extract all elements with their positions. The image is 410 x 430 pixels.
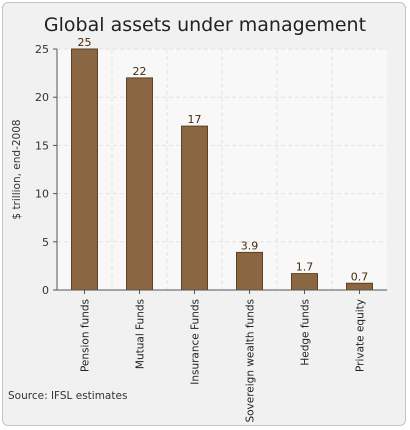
data-label: 0.7 [351, 270, 369, 283]
y-tick-label: 5 [42, 236, 49, 249]
bar [71, 48, 98, 291]
x-tick-label: Mutual Funds [135, 299, 147, 369]
x-tick-label: Insurance Funds [190, 299, 202, 385]
chart-title: Global assets under management [43, 14, 367, 36]
y-tick-label: 0 [42, 284, 49, 297]
y-axis-title: $ trillion, end-2008 [11, 119, 23, 219]
y-tick-label: 25 [35, 43, 49, 56]
data-label: 1.7 [296, 261, 314, 274]
bar [126, 77, 153, 291]
data-label: 3.9 [241, 239, 259, 252]
x-tick-label: Hedge funds [300, 299, 312, 366]
y-tick-label: 15 [35, 139, 49, 152]
bar [236, 251, 263, 291]
x-tick-label: Sovereign wealth funds [245, 299, 257, 423]
y-tick-label: 10 [35, 188, 49, 201]
x-tick-label: Private equity [355, 299, 367, 372]
x-tick-label: Pension funds [80, 299, 92, 372]
bar [291, 273, 318, 291]
data-label: 22 [133, 65, 147, 78]
bar [181, 125, 208, 291]
source-note: Source: IFSL estimates [8, 390, 128, 402]
y-tick-label: 20 [35, 91, 49, 104]
data-label: 17 [188, 113, 202, 126]
bar [346, 282, 373, 291]
data-label: 25 [78, 36, 92, 49]
